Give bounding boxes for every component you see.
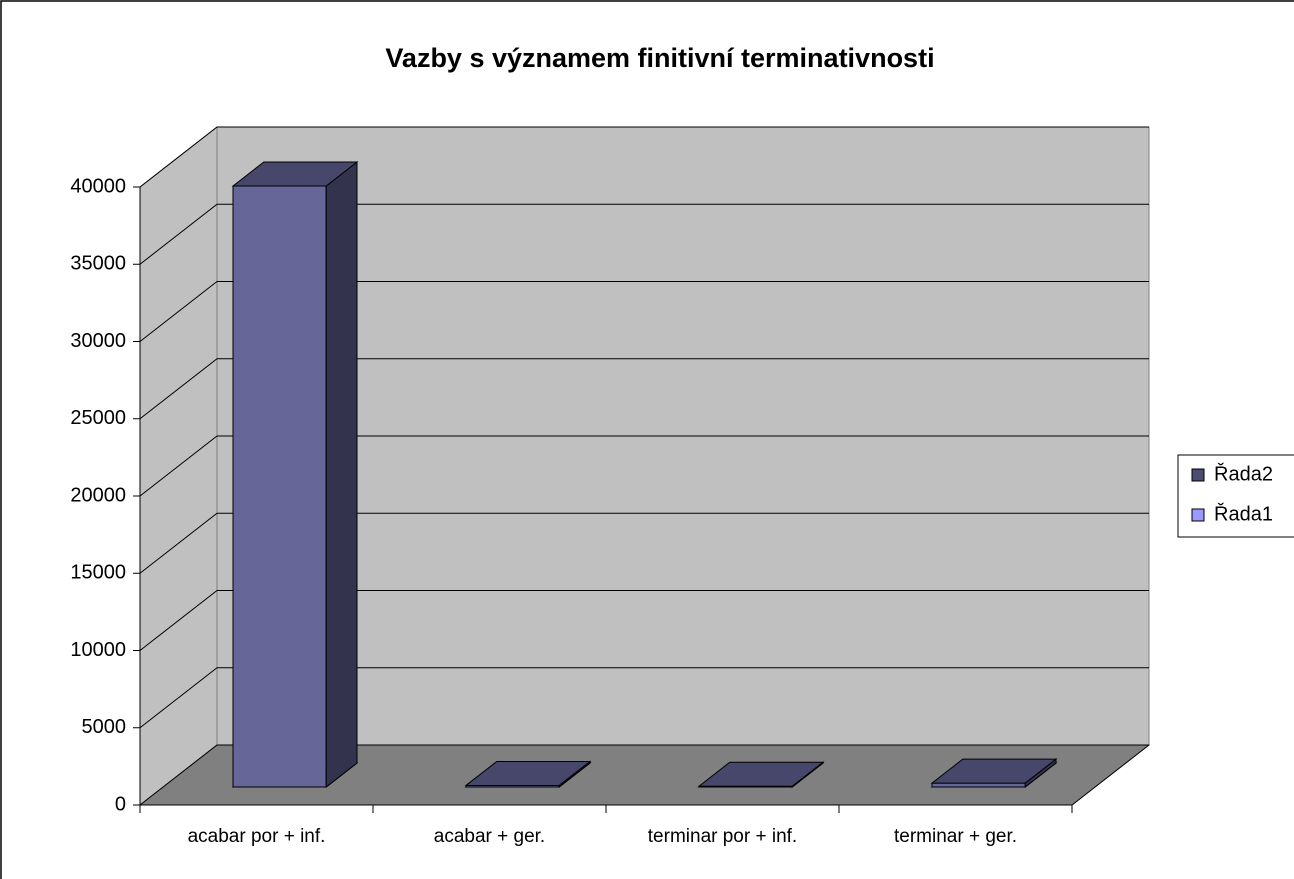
y-tick-label: 30000 [70,330,126,352]
grid-line [139,512,1149,574]
y-tick-label: 20000 [70,484,126,506]
x-tick-label: acabar por + inf. [188,826,326,847]
grid-line [139,203,1149,265]
x-tick-label: acabar + ger. [434,826,545,847]
y-tick-label: 40000 [70,175,126,197]
bar-top [231,161,359,187]
grid-line [139,744,1149,806]
y-tick-label: 35000 [70,253,126,275]
bar-top [464,760,592,786]
y-tick-label: 5000 [82,716,127,738]
y-tick-label: 10000 [70,639,126,661]
legend-swatch [1191,468,1205,482]
y-tick-label: 15000 [70,562,126,584]
bar-side [325,160,358,789]
y-tick-label: 0 [115,793,126,815]
grid-line [139,281,1149,342]
grid-line [139,358,1149,420]
bar-front [232,185,327,788]
y-tick-label: 25000 [70,407,126,429]
grid-line [139,590,1149,651]
chart-title: Vazby s významem finitivní terminativnos… [385,43,934,73]
legend-label: Řada2 [1214,462,1273,485]
bar-top [697,761,825,787]
legend-label: Řada1 [1214,502,1273,525]
x-tick-label: terminar por + inf. [648,826,797,847]
bar-top [930,758,1058,784]
grid-line [139,126,1149,188]
x-tick-label: terminar + ger. [894,826,1017,847]
legend-swatch [1191,508,1205,522]
floor-edge [1071,744,1150,806]
grid-line [139,667,1149,729]
grid-line [139,435,1149,497]
bar-front [931,782,1026,788]
